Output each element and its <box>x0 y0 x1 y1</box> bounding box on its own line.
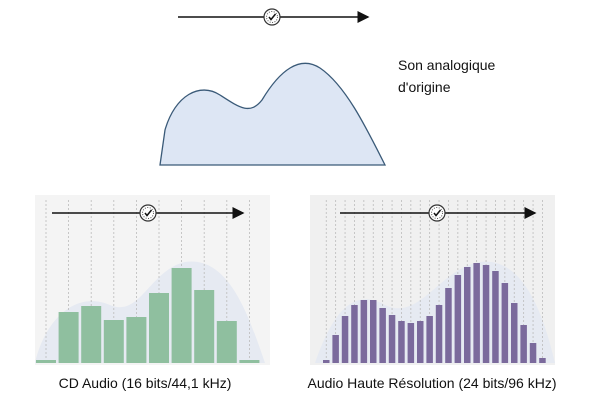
sample-bar <box>194 290 215 363</box>
sample-bar <box>81 306 102 363</box>
sample-bar <box>539 358 546 363</box>
sample-bar <box>435 305 443 363</box>
sample-bar <box>398 321 405 363</box>
sample-bar <box>341 316 349 363</box>
sample-bar <box>58 312 79 363</box>
sample-bar <box>473 263 480 363</box>
sample-bar <box>492 271 499 363</box>
clock-icon <box>139 204 157 222</box>
analog-label: Son analogique <box>398 57 496 73</box>
sample-bar <box>520 325 527 363</box>
sample-bar <box>482 265 490 363</box>
sample-bar <box>379 308 386 363</box>
sample-bar <box>464 267 471 363</box>
sample-bar <box>511 303 518 363</box>
sample-bar <box>332 335 339 363</box>
analog-label: d'origine <box>398 79 451 95</box>
sample-bar <box>36 360 56 363</box>
sample-bar <box>529 343 537 363</box>
sample-bar <box>351 305 358 363</box>
hires-label: Audio Haute Résolution (24 bits/96 kHz) <box>307 375 556 391</box>
sample-bar <box>454 275 462 363</box>
sample-bar <box>445 288 452 363</box>
sample-bar <box>407 323 415 363</box>
cd-label: CD Audio (16 bits/44,1 kHz) <box>59 375 232 391</box>
sample-bar <box>239 360 260 363</box>
sample-bar <box>216 321 237 363</box>
sample-bar <box>501 283 509 363</box>
sample-bar <box>360 300 368 363</box>
sample-bar <box>126 317 147 363</box>
clock-icon <box>428 204 446 222</box>
sample-bar <box>103 320 124 363</box>
sample-bar <box>323 360 330 363</box>
sample-bar <box>171 268 192 363</box>
analog-wave <box>159 62 387 166</box>
sample-bar <box>370 300 377 363</box>
sample-bar <box>417 321 424 363</box>
sample-bar <box>149 293 169 363</box>
sample-bar <box>426 316 433 363</box>
clock-icon <box>263 8 281 26</box>
sample-bar <box>388 315 396 363</box>
